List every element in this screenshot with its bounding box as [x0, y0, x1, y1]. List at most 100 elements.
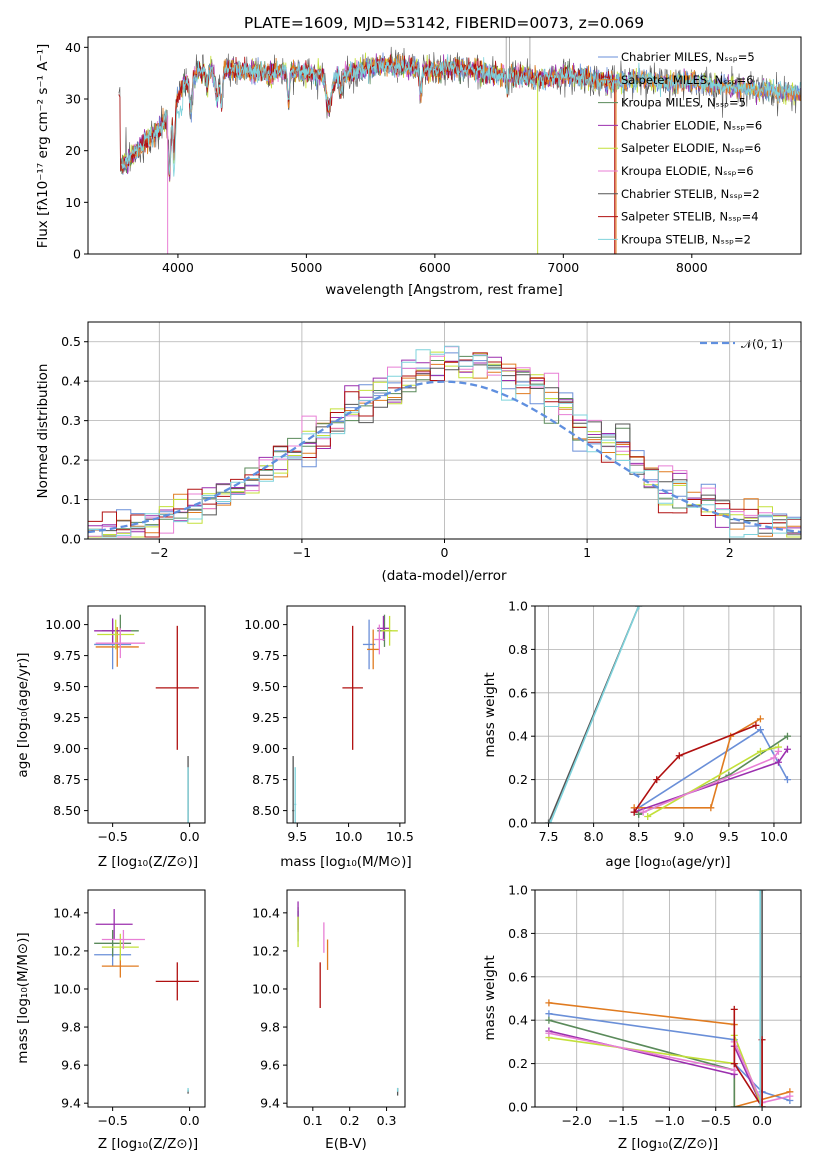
weight-vs-Z-marker-7 [730, 1060, 738, 1068]
spectrum-frame [87, 36, 802, 255]
residuals-xlabel: (data-model)/error [381, 568, 507, 584]
weight-vs-age-line-5 [642, 750, 780, 813]
residuals-ylabel: Normed distribution [35, 364, 51, 499]
weight-vs-age-xtick-label: 8.0 [584, 829, 604, 844]
weight-vs-Z-marker-5 [786, 1092, 794, 1100]
weight-vs-age-marker-7 [653, 776, 661, 784]
weight-vs-age-marker-1 [756, 715, 764, 723]
spectrum-ytick-label: 40 [65, 40, 81, 55]
age-vs-mass-xtick-label: 9.5 [287, 829, 307, 844]
age-vs-mass-ytick-label: 9.25 [252, 710, 280, 725]
residuals-ytick-label: 0.3 [61, 413, 81, 428]
mass-vs-EBV-xtick-label: 0.1 [303, 1113, 323, 1128]
mass-vs-Z-ytick-label: 9.6 [61, 1058, 81, 1073]
weight-vs-age-marker-5 [770, 754, 778, 762]
weight-vs-Z-marker-1 [545, 999, 553, 1007]
spectrum-ytick-label: 10 [65, 195, 81, 210]
weight-vs-age-line-7 [633, 724, 757, 813]
weight-vs-age-ytick-label: 0.0 [508, 816, 528, 831]
residuals-panel: (data-model)/error Normed distribution 𝒩… [35, 337, 783, 584]
age-vs-mass-xtick-label: 10.5 [386, 829, 414, 844]
weight-vs-age-marker-5 [639, 808, 647, 816]
weight-vs-age-marker-6 [545, 819, 553, 823]
age-vs-Z-ytick-label: 9.50 [53, 679, 81, 694]
mass-vs-Z-xlabel: Z [log₁₀(Z/Z⊙)] [98, 1136, 198, 1152]
mass-vs-Z-series-group [94, 909, 199, 1094]
weight-vs-age-marker-7 [675, 752, 683, 760]
weight-vs-Z-panel: Z [log₁₀(Z/Z⊙)] mass weight [482, 955, 718, 1152]
mass-vs-EBV-ytick-label: 10.0 [252, 981, 280, 996]
residuals-ytick-label: 0.5 [61, 334, 81, 349]
spectrum-xtick-label: 8000 [676, 260, 708, 275]
weight-vs-age-ylabel: mass weight [482, 672, 498, 757]
weight-vs-age-marker-3 [774, 758, 782, 766]
weight-vs-Z-marker-7 [758, 1103, 766, 1107]
age-vs-Z-panel: Z [log₁₀(Z/Z⊙)] age [log₁₀(age/yr)] [15, 652, 198, 870]
weight-vs-age-axes: 7.5 8.0 8.5 9.0 9.5 10.0 0.0 0.2 0.4 0.6 0.8 1.0 [508, 599, 801, 844]
age-vs-Z-axes: −0.5 0.0 8.50 8.75 9.00 9.25 9.50 9.75 10.00 [45, 617, 199, 844]
mass-vs-EBV-xtick-label: 0.2 [340, 1113, 360, 1128]
weight-vs-age-ytick-label: 1.0 [508, 599, 528, 614]
weight-vs-age-panel: age [log₁₀(age/yr)] mass weight [482, 672, 731, 870]
age-vs-Z-xtick-label: −0.5 [97, 829, 127, 844]
mass-vs-EBV-series-group [297, 901, 399, 1096]
age-vs-mass-panel: mass [log₁₀(M/M⊙)] [280, 854, 411, 870]
mass-vs-Z-ytick-label: 9.4 [61, 1096, 81, 1111]
weight-vs-age-marker-3 [783, 745, 791, 753]
weight-vs-Z-marker-5 [545, 1029, 553, 1037]
age-vs-Z-ytick-label: 9.00 [53, 741, 81, 756]
mass-vs-Z-frame [87, 889, 206, 1108]
weight-vs-age-ytick-label: 0.4 [508, 729, 528, 744]
age-vs-mass-frame [286, 605, 406, 824]
spectrum-ytick-label: 30 [65, 92, 81, 107]
residuals-hist-8 [88, 345, 801, 538]
mass-vs-Z-ytick-label: 10.0 [53, 981, 81, 996]
spectrum-legend-label: Chabrier MILES, Nₛₛₚ=5 [621, 50, 755, 64]
age-vs-mass-series-group [292, 614, 398, 823]
weight-vs-age-marker-2 [635, 810, 643, 818]
spectrum-legend-label: Salpeter MILES, Nₛₛₚ=6 [621, 73, 754, 87]
residuals-legend-label: 𝒩(0, 1) [741, 337, 783, 351]
mass-vs-Z-xtick-label: −0.5 [97, 1113, 127, 1128]
weight-vs-Z-frame [534, 889, 802, 1108]
spectrum-series-group [118, 37, 801, 254]
weight-vs-Z-xtick-label: −2.0 [562, 1113, 592, 1128]
age-vs-mass-xlabel: mass [log₁₀(M/M⊙)] [280, 854, 411, 870]
mass-vs-Z-axes: −0.5 0.0 9.4 9.6 9.8 10.0 10.2 10.4 [53, 905, 199, 1128]
age-vs-Z-ytick-label: 9.25 [53, 710, 81, 725]
age-vs-mass-ytick-label: 8.50 [252, 803, 280, 818]
residuals-ytick-label: 0.2 [61, 453, 81, 468]
age-vs-mass-ytick-label: 9.00 [252, 741, 280, 756]
weight-vs-Z-marker-0 [545, 1010, 553, 1018]
spectrum-legend: Chabrier MILES, Nₛₛₚ=5 Salpeter MILES, Nₛ… [598, 50, 762, 246]
mass-vs-Z-ytick-label: 10.4 [53, 905, 81, 920]
mass-vs-EBV-xtick-label: 0.3 [377, 1113, 397, 1128]
weight-vs-Z-ytick-label: 0.6 [508, 969, 528, 984]
weight-vs-Z-line-4 [548, 1035, 763, 1107]
weight-vs-age-marker-5 [774, 747, 782, 755]
weight-vs-Z-ytick-label: 0.0 [508, 1100, 528, 1115]
spectrum-ytick-label: 20 [65, 143, 81, 158]
mass-vs-Z-ylabel: mass [log₁₀(M/M⊙)] [15, 932, 31, 1063]
mass-vs-EBV-ytick-label: 9.8 [260, 1020, 280, 1035]
age-vs-Z-frame [87, 605, 206, 824]
weight-vs-Z-marker-5 [730, 1066, 738, 1074]
spectrum-ylabel: Flux [fλ10⁻¹⁷ erg cm⁻² s⁻¹ A⁻¹] [35, 44, 51, 249]
mass-vs-Z-ytick-label: 9.8 [61, 1020, 81, 1035]
weight-vs-age-xtick-label: 9.0 [674, 829, 694, 844]
spectrum-line-7 [118, 54, 616, 177]
mass-vs-EBV-ytick-label: 9.6 [260, 1058, 280, 1073]
weight-vs-Z-marker-2 [730, 1103, 738, 1107]
weight-vs-age-marker-0 [756, 726, 764, 734]
weight-vs-Z-ytick-label: 0.2 [508, 1056, 528, 1071]
mass-vs-EBV-xlabel: E(B-V) [325, 1136, 367, 1152]
spectrum-legend-label: Kroupa ELODIE, Nₛₛₚ=6 [621, 164, 754, 178]
residuals-xtick-label: 2 [726, 545, 734, 560]
spectrum-legend-label: Kroupa MILES, Nₛₛₚ=5 [621, 96, 746, 110]
weight-vs-Z-xtick-label: 0.0 [752, 1113, 772, 1128]
spectrum-legend-label: Salpeter ELODIE, Nₛₛₚ=6 [621, 141, 761, 155]
residuals-hist-4 [88, 351, 801, 538]
spectrum-legend-label: Salpeter STELIB, Nₛₛₚ=4 [621, 210, 759, 224]
spectrum-xtick-label: 5000 [290, 260, 322, 275]
spectrum-legend-label: Kroupa STELIB, Nₛₛₚ=2 [621, 232, 751, 246]
